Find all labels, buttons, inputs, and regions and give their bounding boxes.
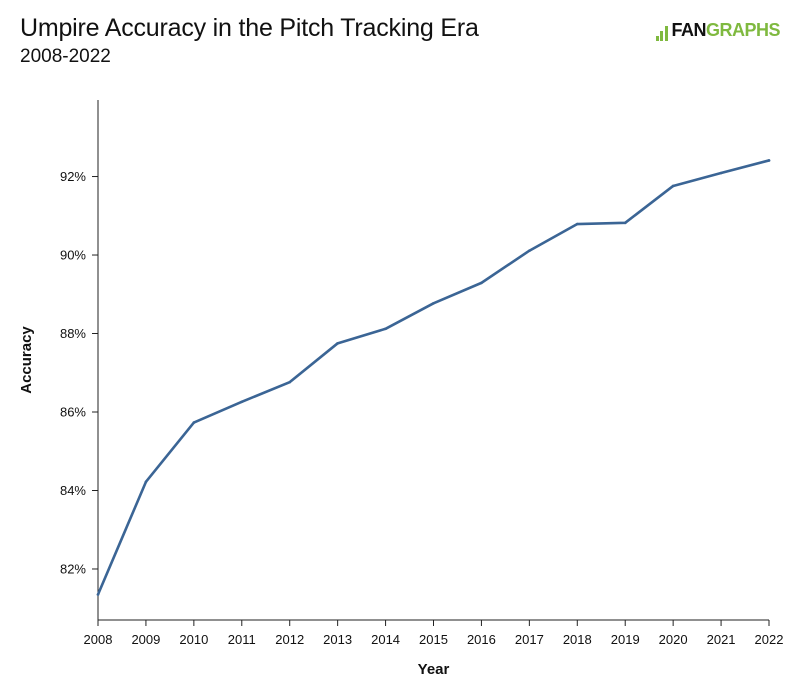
x-tick-label: 2018 xyxy=(563,632,592,647)
logo-text-fan: FAN xyxy=(671,20,706,40)
data-point xyxy=(336,342,339,345)
y-tick-label: 82% xyxy=(60,561,86,576)
data-point xyxy=(96,593,100,596)
x-tick-label: 2008 xyxy=(84,632,113,647)
x-tick-label: 2015 xyxy=(419,632,448,647)
x-tick-label: 2012 xyxy=(275,632,304,647)
y-tick-label: 84% xyxy=(60,483,86,498)
x-tick-label: 2014 xyxy=(371,632,400,647)
data-point xyxy=(144,480,148,484)
chart-series xyxy=(96,159,771,596)
data-point xyxy=(384,327,387,331)
accuracy-series-line xyxy=(96,159,771,596)
chart-title: Umpire Accuracy in the Pitch Tracking Er… xyxy=(20,14,479,42)
x-tick-label: 2022 xyxy=(755,632,784,647)
y-tick-label: 88% xyxy=(60,326,86,341)
data-point xyxy=(575,222,579,226)
data-point xyxy=(432,301,435,305)
x-tick-label: 2017 xyxy=(515,632,544,647)
y-tick-label: 86% xyxy=(60,405,86,420)
data-point xyxy=(767,159,771,162)
x-tick-label: 2016 xyxy=(467,632,496,647)
x-axis-ticks: 2008 2009 2010 2011 2012 2013 2014 2015 2016 2017… xyxy=(84,620,784,647)
y-tick-label: 92% xyxy=(60,169,86,184)
x-axis-title: Year xyxy=(418,661,450,678)
chart-subtitle: 2008-2022 xyxy=(20,46,111,67)
x-tick-label: 2010 xyxy=(179,632,208,647)
data-point xyxy=(623,221,627,225)
data-point xyxy=(240,400,244,404)
chart-axes xyxy=(97,100,769,621)
x-tick-label: 2009 xyxy=(131,632,160,647)
y-axis-ticks: 82% 84% 86% 88% 90% 92% xyxy=(60,169,98,576)
fangraphs-logo[interactable]: FAN GRAPHS xyxy=(655,20,781,41)
data-point xyxy=(480,281,483,285)
y-tick-label: 90% xyxy=(60,248,86,263)
logo-text-graphs: GRAPHS xyxy=(705,20,781,40)
x-tick-label: 2021 xyxy=(707,632,736,647)
x-tick-label: 2011 xyxy=(228,632,256,647)
x-tick-label: 2020 xyxy=(659,632,688,647)
data-point xyxy=(719,171,723,175)
x-tick-label: 2019 xyxy=(611,632,640,647)
y-axis-title: Accuracy xyxy=(18,326,35,394)
data-point xyxy=(192,421,196,424)
data-point xyxy=(671,184,675,188)
data-point xyxy=(288,380,292,384)
x-tick-label: 2013 xyxy=(323,632,352,647)
logo-bars-icon xyxy=(655,23,670,41)
data-point xyxy=(528,249,531,253)
